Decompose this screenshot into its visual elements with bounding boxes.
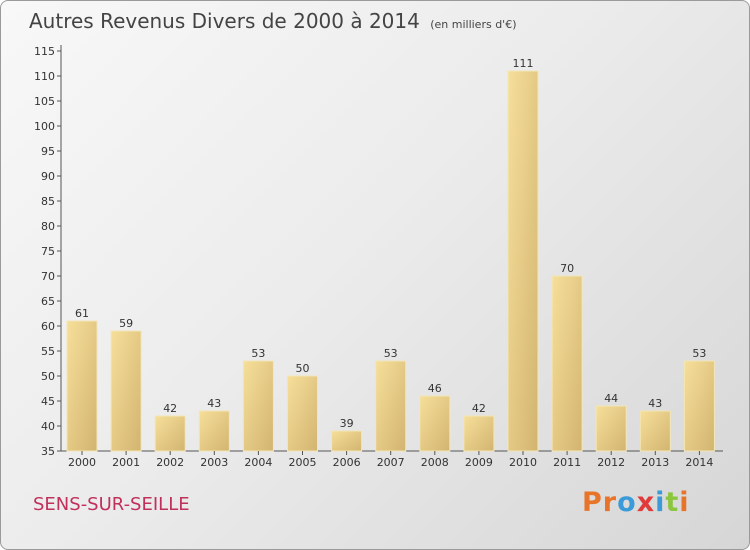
bar-value-label: 70 [560, 262, 574, 275]
bar-value-label: 39 [340, 417, 354, 430]
x-tick-label: 2001 [112, 456, 140, 469]
bar [154, 415, 186, 452]
bar [683, 360, 715, 452]
y-tick-label: 90 [41, 170, 55, 183]
bar [287, 375, 318, 452]
y-tick-label: 60 [41, 320, 55, 333]
bar [331, 430, 363, 452]
x-tick-label: 2006 [333, 456, 361, 469]
y-tick-label: 65 [41, 295, 55, 308]
logo-letter: t [665, 487, 680, 518]
logo-letter: P [582, 487, 603, 518]
logo-letter: o [617, 487, 637, 518]
logo-letter: i [679, 487, 690, 518]
bar-value-label: 46 [428, 382, 442, 395]
x-tick-label: 2000 [68, 456, 96, 469]
y-tick-label: 55 [41, 345, 55, 358]
bar-value-label: 59 [119, 317, 133, 330]
proxiti-logo: Proxiti [582, 487, 690, 518]
x-tick-label: 2014 [685, 456, 713, 469]
y-tick-label: 95 [41, 145, 55, 158]
bar [639, 410, 671, 452]
bar-value-label: 53 [692, 347, 706, 360]
y-tick-label: 105 [34, 95, 55, 108]
y-tick-label: 40 [41, 420, 55, 433]
x-tick-label: 2003 [200, 456, 228, 469]
bar-value-label: 42 [472, 402, 486, 415]
x-tick-label: 2005 [289, 456, 317, 469]
bar-value-label: 42 [163, 402, 177, 415]
bar-value-label: 43 [207, 397, 221, 410]
x-tick-label: 2012 [597, 456, 625, 469]
bar [198, 410, 230, 452]
chart-title: Autres Revenus Divers de 2000 à 2014 (en… [29, 9, 517, 33]
logo-letter: x [636, 487, 656, 518]
y-tick-label: 70 [41, 270, 55, 283]
bar [66, 320, 98, 452]
x-tick-label: 2007 [377, 456, 405, 469]
bar [595, 405, 627, 452]
y-tick-label: 75 [41, 245, 55, 258]
bar-value-label: 53 [251, 347, 265, 360]
x-tick-label: 2011 [553, 456, 581, 469]
x-tick-label: 2002 [156, 456, 184, 469]
y-tick-label: 85 [41, 195, 55, 208]
bar [463, 415, 495, 452]
logo-letter: i [655, 487, 666, 518]
y-tick-label: 115 [34, 45, 55, 58]
bar-value-label: 111 [513, 57, 534, 70]
bar-value-label: 44 [604, 392, 618, 405]
logo-letter: r [602, 487, 618, 518]
bar [419, 395, 451, 452]
bar-value-label: 43 [648, 397, 662, 410]
x-tick-label: 2009 [465, 456, 493, 469]
x-tick-label: 2008 [421, 456, 449, 469]
bar-value-label: 53 [384, 347, 398, 360]
bar [507, 70, 539, 452]
bar-value-label: 50 [296, 362, 310, 375]
y-tick-label: 100 [34, 120, 55, 133]
chart-subtitle: (en milliers d'€) [430, 18, 517, 31]
bar [242, 360, 274, 452]
bar [375, 360, 407, 452]
y-tick-label: 45 [41, 395, 55, 408]
y-tick-label: 50 [41, 370, 55, 383]
bar [110, 330, 142, 452]
x-tick-label: 2010 [509, 456, 537, 469]
y-tick-label: 35 [41, 445, 55, 458]
x-tick-label: 2013 [641, 456, 669, 469]
commune-name: SENS-SUR-SEILLE [33, 494, 190, 515]
chart-title-text: Autres Revenus Divers de 2000 à 2014 [29, 9, 420, 33]
bar-value-label: 61 [75, 307, 89, 320]
x-tick-label: 2004 [244, 456, 272, 469]
y-tick-label: 80 [41, 220, 55, 233]
bar [551, 275, 583, 452]
y-tick-label: 110 [34, 70, 55, 83]
